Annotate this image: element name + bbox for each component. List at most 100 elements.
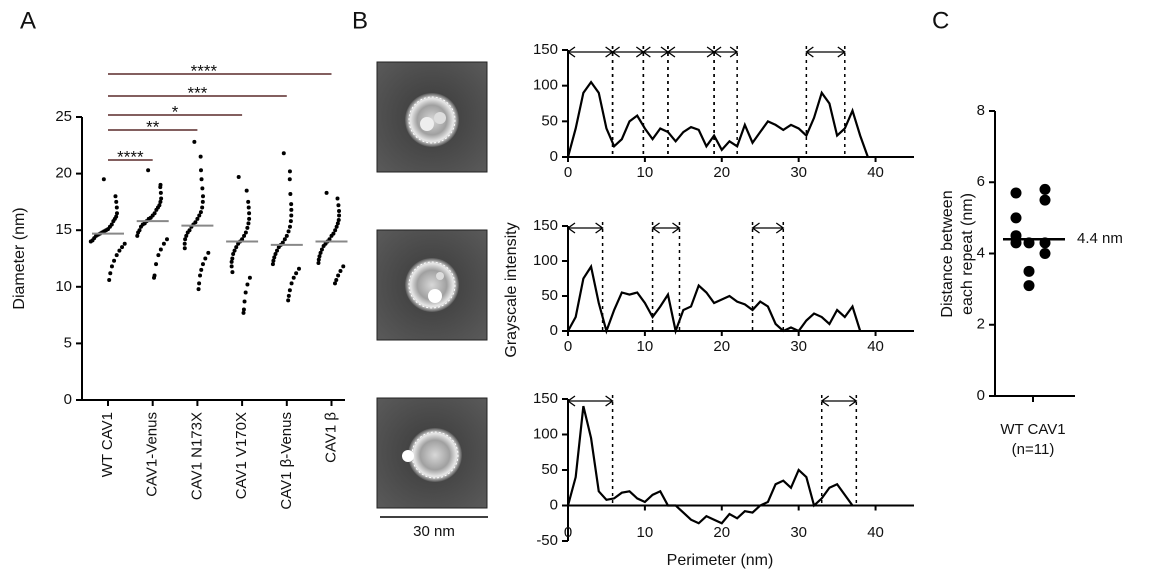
data-point (243, 290, 248, 295)
data-point (230, 256, 235, 261)
x-tick-label: 20 (713, 524, 730, 541)
x-tick-label: CAV1 β-Venus (278, 412, 295, 510)
x-axis-label: Perimeter (nm) (667, 552, 774, 569)
y-tick-label: 150 (533, 41, 558, 58)
data-point (316, 261, 321, 266)
arrow-head (566, 395, 614, 407)
data-point (197, 281, 202, 286)
data-point (335, 196, 340, 201)
data-point (316, 257, 321, 262)
data-point (286, 293, 291, 298)
y-tick-label: 25 (55, 108, 72, 125)
data-point (198, 273, 203, 278)
data-point (111, 219, 116, 224)
data-point (152, 275, 157, 280)
n-label: (n=11) (1012, 441, 1055, 458)
data-point (146, 168, 151, 173)
y-tick-label: 0 (550, 148, 558, 165)
data-point (1010, 212, 1022, 224)
significance-label: * (172, 102, 179, 121)
data-point (231, 251, 236, 256)
data-point (324, 190, 329, 195)
data-point (158, 247, 163, 252)
data-point (291, 275, 296, 280)
data-point (182, 246, 187, 251)
y-tick-label: 50 (541, 287, 558, 304)
data-point (200, 194, 205, 199)
data-point (333, 228, 338, 233)
data-point (114, 199, 119, 204)
x-tick-label: 0 (564, 524, 572, 541)
data-point (242, 299, 247, 304)
data-point (161, 241, 166, 246)
y-tick-label: 100 (533, 77, 558, 94)
x-tick-label: 30 (790, 338, 807, 355)
data-point (241, 310, 246, 315)
data-point (192, 139, 197, 144)
y-tick-label: 50 (541, 112, 558, 129)
data-point (247, 275, 252, 280)
micrograph (376, 397, 488, 509)
data-point (286, 229, 291, 234)
panel-label: B (352, 7, 368, 34)
data-point (246, 199, 251, 204)
data-point (329, 233, 334, 238)
data-point (321, 244, 326, 249)
data-point (337, 208, 342, 213)
data-point (288, 191, 293, 196)
panel-label: C (932, 7, 949, 34)
data-point (287, 177, 292, 182)
x-tick-label: 20 (713, 164, 730, 181)
data-point (282, 237, 287, 242)
y-tick-label: 10 (55, 278, 72, 295)
micrograph (376, 229, 488, 341)
data-point (197, 213, 202, 218)
data-point (289, 281, 294, 286)
data-point (108, 271, 113, 276)
data-point (185, 230, 190, 235)
profile-line (566, 80, 869, 158)
data-point (317, 254, 322, 259)
data-point (184, 233, 189, 238)
arrow-head (651, 222, 681, 234)
data-point (101, 177, 106, 182)
profile-line (566, 405, 854, 525)
data-point (232, 248, 237, 253)
data-point (236, 174, 241, 179)
data-point (273, 251, 278, 256)
y-tick-label: 100 (533, 425, 558, 442)
data-point (120, 245, 125, 250)
x-tick-label: 10 (637, 338, 654, 355)
data-point (245, 225, 250, 230)
data-point (200, 205, 205, 210)
y-tick-label: 20 (55, 165, 72, 182)
data-point (246, 205, 251, 210)
data-point (136, 230, 141, 235)
x-tick-label: CAV1-Venus (144, 412, 161, 497)
arrow-head (566, 222, 604, 234)
x-tick-label: 40 (867, 338, 884, 355)
data-point (200, 186, 205, 191)
data-point (236, 241, 241, 246)
micrograph (376, 61, 488, 173)
data-point (247, 211, 252, 216)
data-point (154, 262, 159, 267)
data-point (334, 224, 339, 229)
data-point (247, 216, 252, 221)
data-point (200, 262, 205, 267)
y-tick-label: 0 (64, 391, 72, 408)
data-point (287, 288, 292, 293)
y-tick-label: 150 (533, 390, 558, 407)
y-tick-label: 0 (550, 322, 558, 339)
data-point (288, 219, 293, 224)
x-tick-label: 20 (713, 338, 730, 355)
data-point (182, 241, 187, 246)
data-point (113, 194, 118, 199)
x-tick-label: 10 (637, 524, 654, 541)
data-point (334, 278, 339, 283)
y-tick-label: 100 (533, 252, 558, 269)
data-point (245, 282, 250, 287)
data-point (230, 270, 235, 275)
data-point (198, 154, 203, 159)
